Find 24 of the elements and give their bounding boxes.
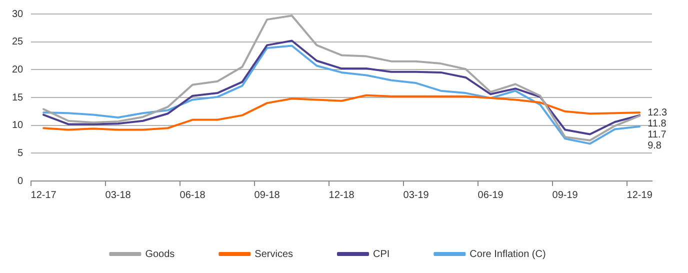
data-label: 11.7 <box>648 129 667 140</box>
x-tick-label: 12-19 <box>626 190 653 201</box>
legend-label: CPI <box>373 248 390 260</box>
x-tick-label: 09-18 <box>254 190 280 201</box>
legend-label: Core Inflation (C) <box>470 248 546 260</box>
data-label: 9.8 <box>648 140 662 152</box>
y-tick-label: 15 <box>12 92 24 104</box>
y-tick-label: 30 <box>12 8 24 20</box>
x-tick-label: 12-17 <box>30 190 57 201</box>
x-tick-label: 09-19 <box>552 190 578 201</box>
data-label: 11.8 <box>648 118 667 130</box>
y-tick-label: 20 <box>12 64 24 76</box>
y-tick-label: 10 <box>12 120 24 132</box>
x-tick-label: 03-18 <box>105 190 132 201</box>
x-tick-label: 03-19 <box>403 190 430 201</box>
y-tick-label: 0 <box>18 176 24 187</box>
legend-label: Goods <box>145 248 175 260</box>
x-tick-label: 06-18 <box>180 190 206 201</box>
x-tick-label: 06-19 <box>478 190 504 201</box>
legend-label: Services <box>254 248 294 260</box>
y-tick-label: 25 <box>12 36 24 48</box>
y-tick-label: 5 <box>18 148 24 159</box>
x-tick-label: 12-18 <box>328 190 355 201</box>
data-label: 12.3 <box>648 107 668 118</box>
